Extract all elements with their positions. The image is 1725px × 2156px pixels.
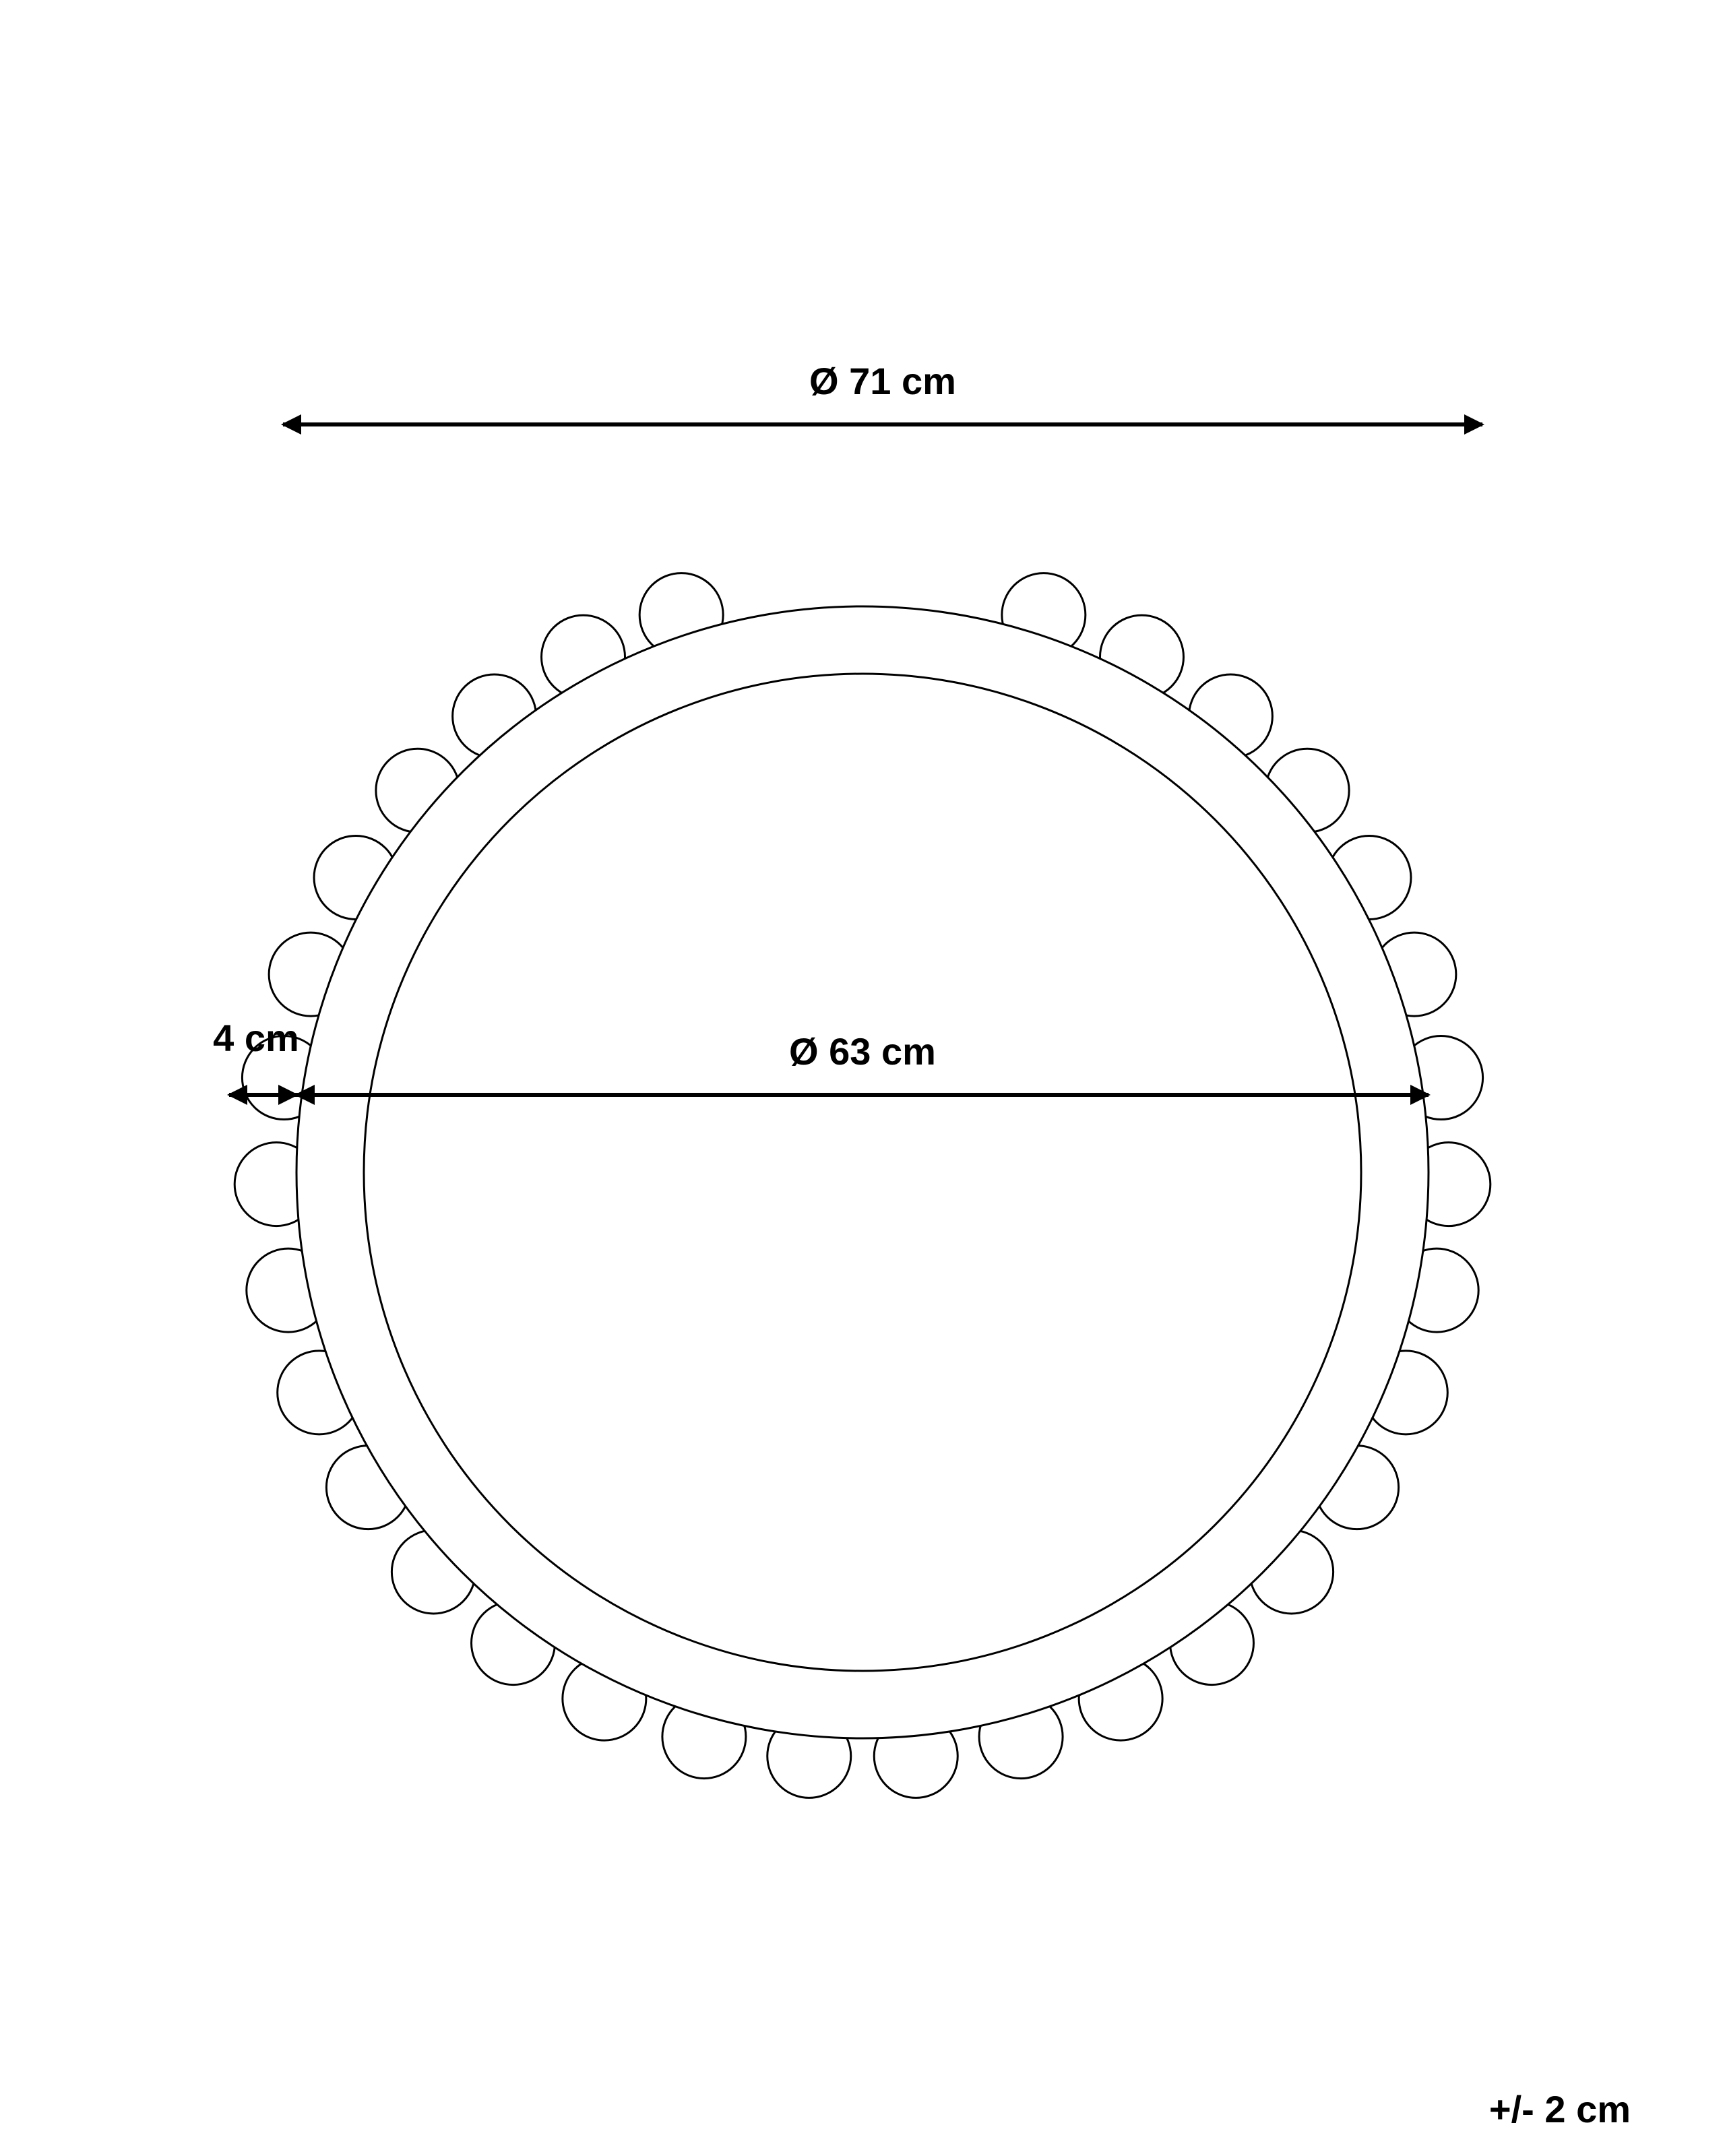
inner-dimension-label: Ø 63 cm — [789, 1030, 936, 1073]
dimension-diagram: Ø 71 cm Ø 63 cm 4 cm +/- 2 cm — [0, 0, 1725, 2156]
overall-dimension-label: Ø 71 cm — [809, 360, 956, 402]
tolerance-label: +/- 2 cm — [1489, 2088, 1631, 2130]
frame-width-dimension-label: 4 cm — [213, 1017, 299, 1059]
